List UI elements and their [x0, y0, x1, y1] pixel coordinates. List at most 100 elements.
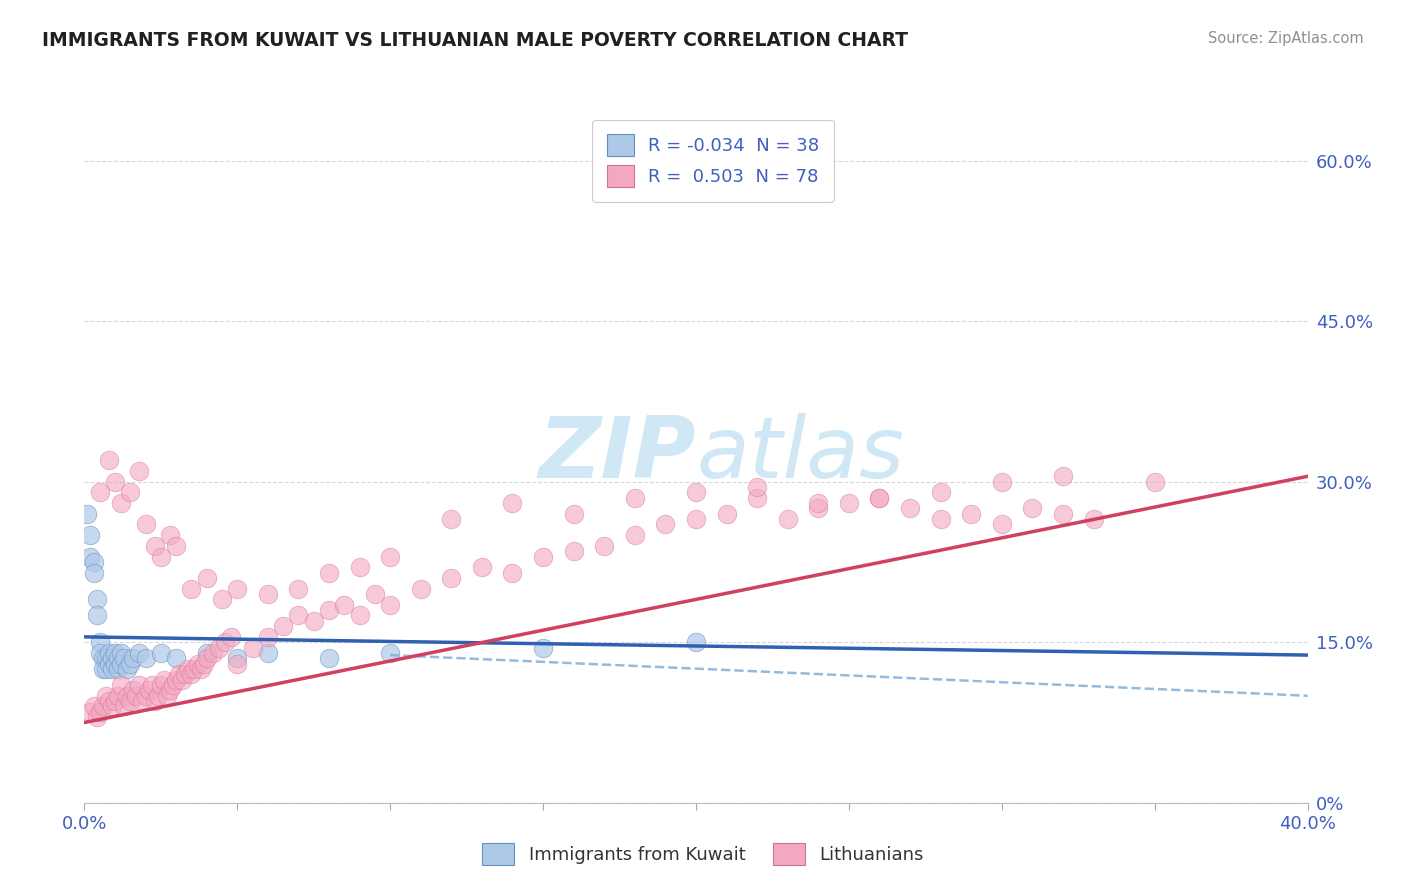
Point: [86, 592, 108, 607]
Point: [149, 646, 172, 660]
Point: [211, 592, 233, 607]
Point: [186, 657, 208, 671]
Point: [226, 657, 249, 671]
Point: [135, 689, 157, 703]
Point: [471, 560, 494, 574]
Legend: Immigrants from Kuwait, Lithuanians: Immigrants from Kuwait, Lithuanians: [472, 834, 934, 874]
Point: [110, 678, 132, 692]
Point: [991, 475, 1014, 489]
Point: [1052, 469, 1074, 483]
Point: [110, 646, 132, 660]
Point: [159, 528, 181, 542]
Point: [593, 539, 616, 553]
Point: [104, 694, 127, 708]
Point: [112, 699, 135, 714]
Point: [135, 651, 157, 665]
Point: [125, 689, 148, 703]
Point: [115, 662, 138, 676]
Point: [685, 635, 707, 649]
Point: [143, 694, 166, 708]
Point: [685, 485, 707, 500]
Point: [201, 646, 224, 660]
Point: [271, 619, 294, 633]
Point: [104, 657, 127, 671]
Point: [318, 603, 340, 617]
Point: [120, 485, 142, 500]
Point: [101, 662, 124, 676]
Point: [122, 683, 145, 698]
Point: [149, 678, 172, 692]
Point: [94, 689, 117, 703]
Point: [333, 598, 356, 612]
Point: [624, 528, 647, 542]
Point: [89, 635, 111, 649]
Point: [531, 549, 554, 564]
Point: [107, 662, 129, 676]
Point: [302, 614, 325, 628]
Point: [869, 491, 891, 505]
Text: ZIP: ZIP: [538, 413, 696, 497]
Point: [562, 507, 585, 521]
Point: [562, 544, 585, 558]
Point: [1083, 512, 1105, 526]
Point: [502, 496, 524, 510]
Point: [219, 630, 242, 644]
Point: [79, 705, 101, 719]
Point: [177, 662, 200, 676]
Point: [502, 566, 524, 580]
Point: [349, 560, 371, 574]
Point: [172, 673, 194, 687]
Point: [94, 662, 117, 676]
Point: [131, 694, 153, 708]
Point: [364, 587, 387, 601]
Point: [1052, 507, 1074, 521]
Point: [91, 651, 114, 665]
Point: [110, 657, 132, 671]
Point: [76, 507, 98, 521]
Point: [135, 517, 157, 532]
Point: [869, 491, 891, 505]
Point: [440, 571, 463, 585]
Legend: R = -0.034  N = 38, R =  0.503  N = 78: R = -0.034 N = 38, R = 0.503 N = 78: [592, 120, 834, 202]
Point: [120, 694, 142, 708]
Point: [180, 667, 202, 681]
Point: [89, 705, 111, 719]
Point: [531, 640, 554, 655]
Point: [183, 662, 205, 676]
Point: [380, 598, 402, 612]
Point: [257, 587, 280, 601]
Text: Source: ZipAtlas.com: Source: ZipAtlas.com: [1208, 31, 1364, 46]
Point: [83, 699, 105, 714]
Point: [318, 566, 340, 580]
Text: atlas: atlas: [696, 413, 904, 497]
Point: [83, 555, 105, 569]
Point: [86, 608, 108, 623]
Point: [167, 667, 190, 681]
Point: [960, 507, 983, 521]
Point: [153, 673, 176, 687]
Point: [107, 689, 129, 703]
Point: [193, 657, 215, 671]
Point: [685, 512, 707, 526]
Point: [97, 657, 120, 671]
Point: [162, 678, 184, 692]
Point: [149, 549, 172, 564]
Point: [97, 694, 120, 708]
Point: [807, 496, 830, 510]
Point: [156, 689, 179, 703]
Point: [747, 491, 769, 505]
Point: [1143, 475, 1166, 489]
Point: [624, 491, 647, 505]
Point: [776, 512, 799, 526]
Text: IMMIGRANTS FROM KUWAIT VS LITHUANIAN MALE POVERTY CORRELATION CHART: IMMIGRANTS FROM KUWAIT VS LITHUANIAN MAL…: [42, 31, 908, 50]
Point: [97, 453, 120, 467]
Point: [1021, 501, 1043, 516]
Point: [89, 485, 111, 500]
Point: [107, 651, 129, 665]
Point: [79, 528, 101, 542]
Point: [146, 689, 169, 703]
Point: [287, 608, 309, 623]
Point: [159, 683, 181, 698]
Point: [409, 582, 432, 596]
Y-axis label: Male Poverty: Male Poverty: [0, 405, 7, 505]
